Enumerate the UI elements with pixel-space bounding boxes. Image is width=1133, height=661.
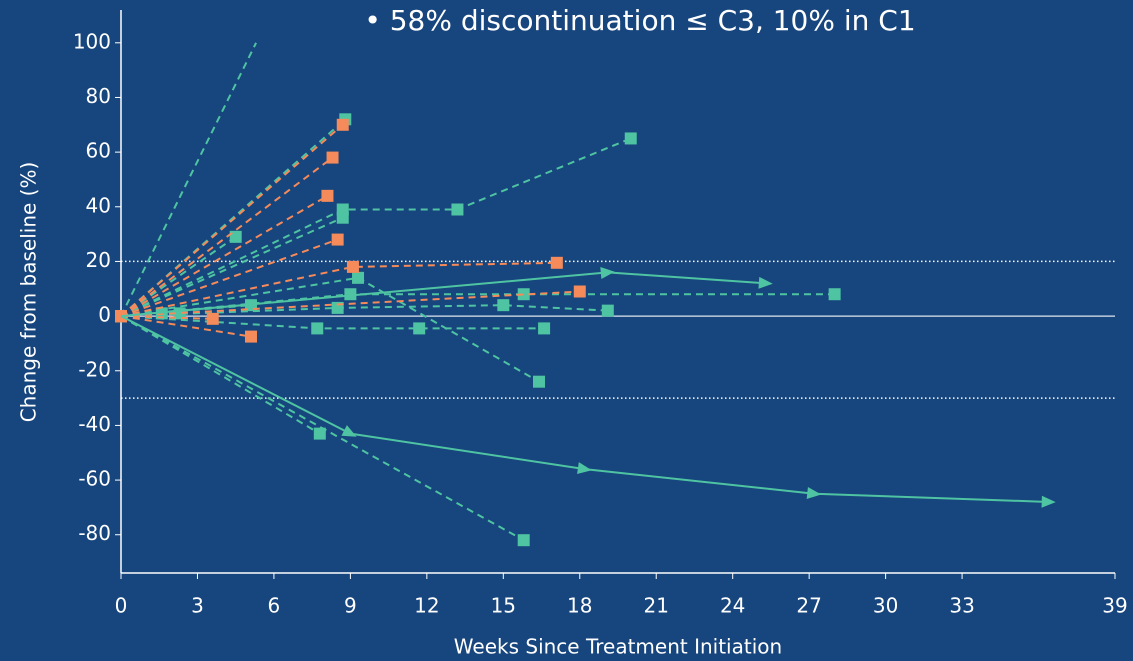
point-marker <box>573 285 586 298</box>
x-tick-label: 18 <box>567 594 592 618</box>
x-tick-label: 15 <box>491 594 516 618</box>
point-marker <box>244 330 257 343</box>
point-marker <box>624 132 637 145</box>
y-axis-label: Change from baseline (%) <box>17 162 41 423</box>
chart-title: • 58% discontinuation ≤ C3, 10% in C1 <box>364 4 915 37</box>
series-line <box>120 42 257 317</box>
series-line <box>120 124 344 317</box>
y-tick-label: 80 <box>86 84 111 108</box>
point-marker <box>313 427 326 440</box>
x-tick-label: 21 <box>644 594 669 618</box>
series-line <box>120 304 608 318</box>
point-marker <box>336 118 349 131</box>
series-line <box>120 315 525 542</box>
series-line <box>120 216 344 318</box>
y-tick-label: 100 <box>73 29 111 53</box>
arrow-marker <box>758 276 773 289</box>
series-line <box>120 315 545 330</box>
point-marker <box>326 151 339 164</box>
point-marker <box>344 288 357 301</box>
y-tick-label: -60 <box>78 467 111 491</box>
arrow-marker <box>1041 495 1056 508</box>
y-tick-label: -80 <box>78 521 111 545</box>
series-line <box>120 194 328 317</box>
arrow-marker <box>341 425 357 437</box>
x-tick-label: 39 <box>1102 594 1127 618</box>
series-line <box>120 293 835 318</box>
point-marker <box>550 256 563 269</box>
point-marker <box>517 534 530 547</box>
arrow-marker <box>806 487 822 499</box>
y-tick-label: 60 <box>86 139 111 163</box>
point-marker <box>413 322 426 335</box>
series-line <box>120 261 557 318</box>
point-marker <box>517 288 530 301</box>
point-marker <box>828 288 841 301</box>
series-line <box>120 118 346 317</box>
y-tick-label: 20 <box>86 248 111 272</box>
y-tick-label: 0 <box>98 303 111 327</box>
x-tick-label: 0 <box>115 594 128 618</box>
arrow-marker <box>600 267 615 279</box>
x-tick-label: 27 <box>796 594 821 618</box>
x-tick-label: 3 <box>191 594 204 618</box>
y-tick-label: -40 <box>78 412 111 436</box>
series-line <box>120 137 632 317</box>
point-marker <box>346 260 359 273</box>
series-line <box>120 315 252 338</box>
arrow-marker <box>577 462 592 475</box>
point-marker <box>451 203 464 216</box>
x-tick-label: 6 <box>268 594 281 618</box>
point-marker <box>229 230 242 243</box>
series-line <box>120 315 213 320</box>
point-marker <box>532 375 545 388</box>
y-tick-label: -20 <box>78 357 111 381</box>
series-line <box>120 290 580 318</box>
series-line <box>120 315 1049 503</box>
series-line <box>120 156 334 317</box>
series-line <box>120 238 338 318</box>
x-tick-label: 33 <box>949 594 974 618</box>
point-marker <box>601 304 614 317</box>
series-line <box>120 315 321 435</box>
point-marker <box>321 189 334 202</box>
x-tick-label: 30 <box>873 594 898 618</box>
point-marker <box>311 322 324 335</box>
x-tick-label: 9 <box>344 594 357 618</box>
x-tick-label: 12 <box>414 594 439 618</box>
y-tick-label: 40 <box>86 193 111 217</box>
point-marker <box>206 312 219 325</box>
point-marker <box>538 322 551 335</box>
series-line <box>120 271 766 318</box>
point-marker <box>497 299 510 312</box>
x-tick-label: 24 <box>720 594 745 618</box>
x-axis-label: Weeks Since Treatment Initiation <box>454 635 782 659</box>
point-marker <box>352 271 365 284</box>
point-marker <box>336 211 349 224</box>
series-line <box>120 236 237 317</box>
point-marker <box>331 233 344 246</box>
